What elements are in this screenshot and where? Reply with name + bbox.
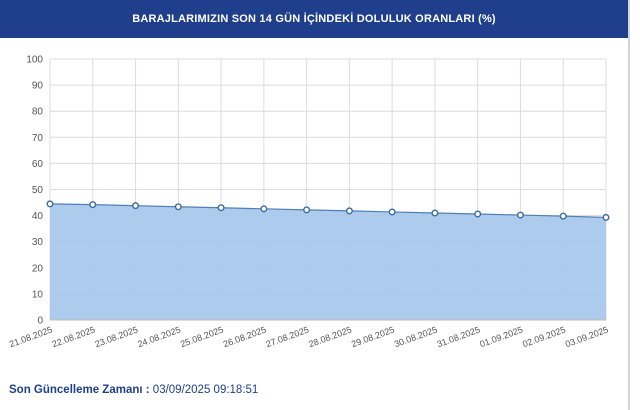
data-point [132,202,140,210]
x-tick-label: 25.08.2025 [179,324,225,349]
data-point [89,201,97,209]
y-tick-label: 30 [32,237,44,248]
data-point [260,205,268,213]
data-point [46,200,54,208]
x-tick-label: 02.09.2025 [521,324,567,349]
data-point [602,213,610,221]
last-update-label: Son Güncelleme Zamanı : [9,384,150,396]
x-tick-label: 01.09.2025 [478,324,524,349]
data-point [431,209,439,217]
last-update-value: 03/09/2025 09:18:51 [152,384,259,396]
y-tick-label: 60 [32,159,44,170]
data-point [174,203,182,211]
x-tick-label: 26.08.2025 [222,324,268,349]
y-tick-label: 50 [32,185,44,196]
y-tick-label: 100 [26,55,43,66]
x-tick-label: 31.08.2025 [436,324,482,349]
data-point [217,204,225,212]
series-line [49,203,607,219]
data-point [345,207,353,215]
data-point [559,212,567,220]
y-tick-label: 10 [32,289,44,300]
y-tick-label: 0 [37,316,43,327]
x-tick-label: 29.08.2025 [350,324,396,349]
last-update: Son Güncelleme Zamanı : 03/09/2025 09:18… [9,384,258,396]
x-tick-label: 30.08.2025 [393,324,439,349]
x-tick-label: 21.08.2025 [8,324,54,349]
x-tick-label: 27.08.2025 [265,324,311,349]
y-tick-label: 80 [32,107,44,118]
chart-title-bar: BARAJLARIMIZIN SON 14 GÜN İÇİNDEKİ DOLUL… [0,0,628,38]
x-tick-label: 03.09.2025 [564,324,610,349]
y-tick-label: 70 [32,133,44,144]
page-edge-divider [628,0,630,410]
y-tick-label: 40 [32,211,44,222]
x-tick-label: 22.08.2025 [51,324,97,349]
data-point [516,211,524,219]
data-point [474,210,482,218]
y-tick-label: 20 [32,263,44,274]
chart-container: 0 10 20 30 40 50 60 70 80 90 100 21.08.2025 22.08.20… [0,38,628,368]
data-point [303,206,311,214]
x-tick-label: 24.08.2025 [136,324,182,349]
data-point [388,208,396,216]
chart-title: BARAJLARIMIZIN SON 14 GÜN İÇİNDEKİ DOLUL… [132,13,496,25]
fill-rate-chart: 0 10 20 30 40 50 60 70 80 90 100 21.08.202522.08.20… [8,55,610,350]
y-tick-label: 90 [32,81,44,92]
x-tick-label: 28.08.2025 [307,324,353,349]
x-tick-label: 23.08.2025 [93,324,139,349]
series-area [50,203,606,320]
